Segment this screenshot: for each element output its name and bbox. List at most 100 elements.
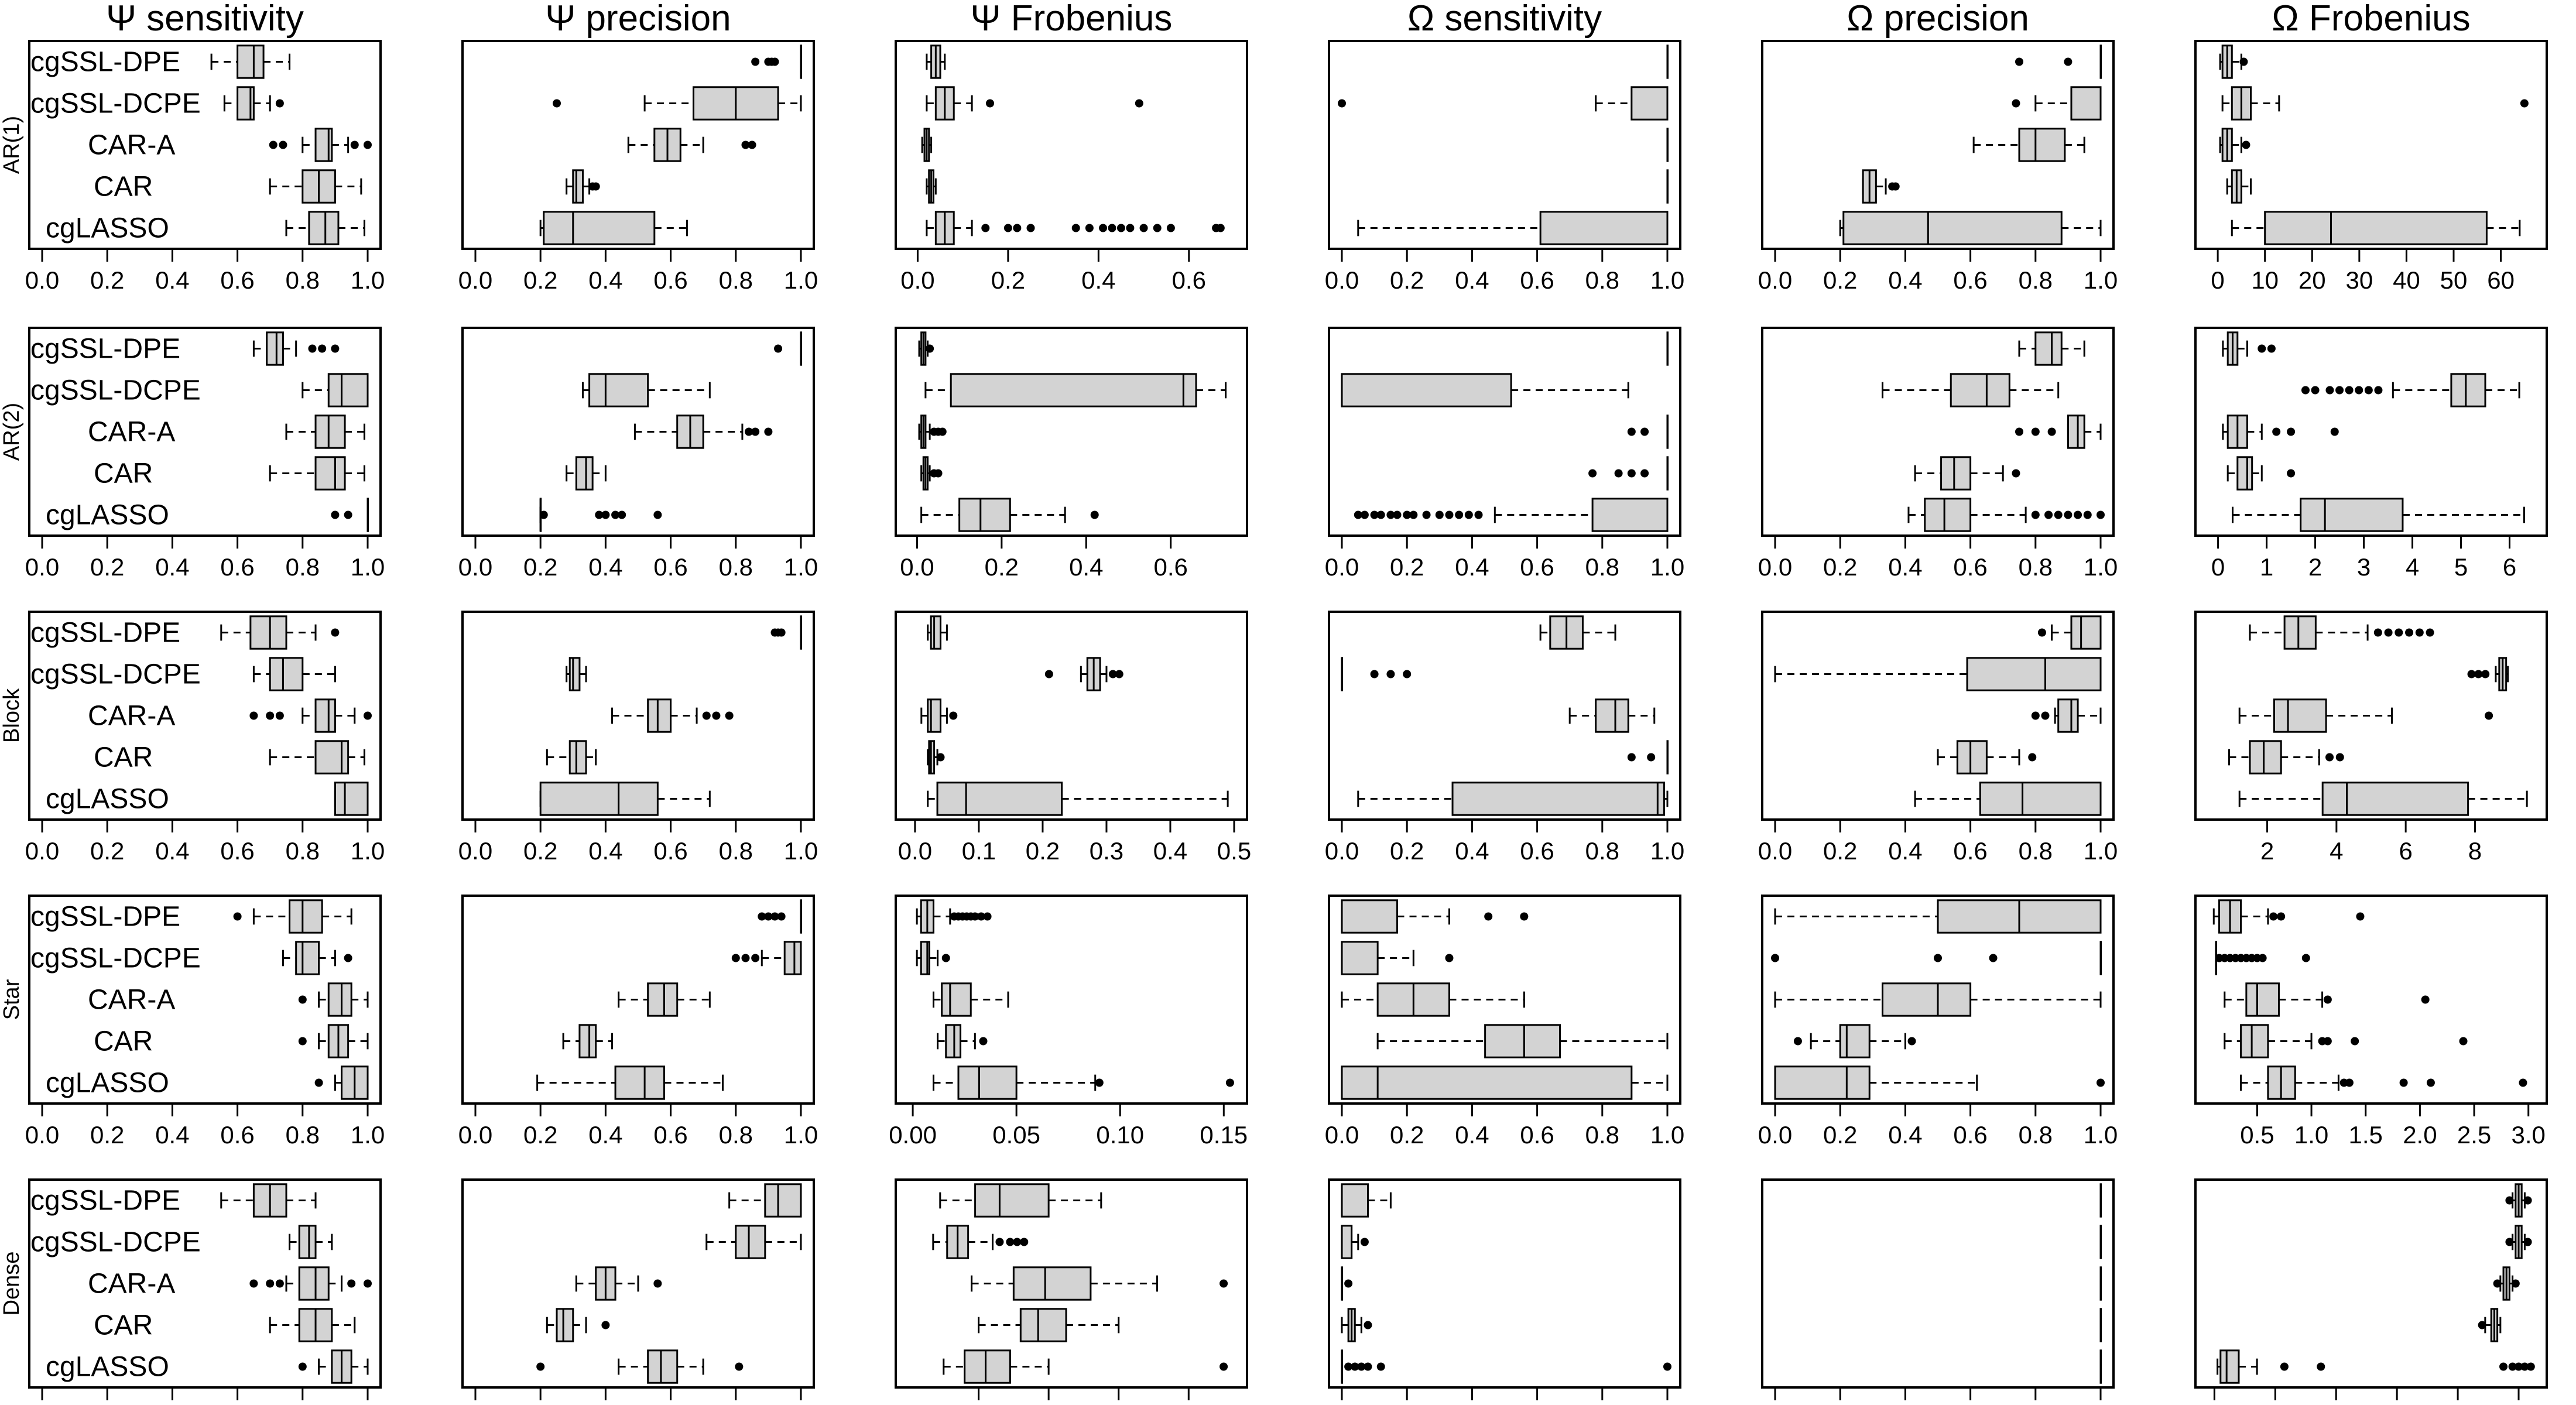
outlier-point — [2277, 912, 2286, 921]
outlier-point — [1464, 510, 1473, 519]
outlier-point — [1474, 510, 1483, 519]
outlier-point — [2242, 140, 2250, 149]
outlier-point — [2523, 1238, 2532, 1246]
box-iqr — [945, 1024, 962, 1058]
box-iqr — [2283, 615, 2317, 650]
outlier-point — [1376, 1362, 1385, 1371]
box-cgssl-dpe — [2037, 615, 2102, 650]
box-cgssl-dcpe — [705, 1225, 802, 1259]
box-cglasso — [539, 498, 662, 532]
x-tick-label: 6 — [2399, 837, 2412, 865]
x-tick-label: 1.0 — [351, 553, 385, 581]
outlier-point — [2097, 1078, 2105, 1087]
x-tick-label: 40 — [2393, 266, 2420, 294]
x-tick-label: 0.4 — [155, 1121, 189, 1149]
outlier-point — [702, 711, 711, 720]
box-cgssl-dcpe: cgSSL-DCPE — [30, 86, 284, 121]
outlier-point — [2426, 628, 2434, 637]
column-title: Ψ precision — [545, 0, 731, 39]
outlier-point — [618, 510, 626, 519]
box-car — [937, 1024, 988, 1058]
outlier-point — [275, 1279, 284, 1288]
box-iqr — [957, 1065, 1018, 1100]
outlier-point — [2047, 427, 2056, 436]
panel-frame — [895, 327, 1248, 537]
box-cgssl-dpe — [751, 44, 802, 79]
x-tick-label: 0.6 — [1520, 266, 1554, 294]
box-iqr — [614, 1065, 665, 1100]
box-car-a — [918, 414, 947, 449]
outlier-point — [601, 1321, 610, 1329]
outlier-point — [2467, 670, 2476, 678]
box-cgssl-dpe — [2015, 44, 2102, 79]
outlier-point — [1370, 670, 1379, 678]
box-iqr — [1341, 1225, 1353, 1259]
box-iqr — [2245, 982, 2280, 1017]
outlier-point — [983, 912, 992, 921]
outlier-point — [2395, 628, 2403, 637]
boxplot-panel: 0.0 0.2 0.4 0.6 0.8 1.0 — [458, 611, 818, 865]
box-iqr — [327, 373, 369, 407]
box-iqr — [930, 615, 942, 650]
box-iqr — [314, 740, 350, 775]
outlier-point — [249, 1279, 258, 1288]
x-tick-label: 0.0 — [1325, 1121, 1359, 1149]
x-tick-label: 0.2 — [1390, 1121, 1424, 1149]
outlier-point — [1907, 1037, 1916, 1046]
box-cgssl-dpe — [1341, 899, 1529, 934]
boxplot-panel: 0.0 0.2 0.4 0.6 0.8 1.0 — [1325, 327, 1684, 581]
box-cgssl-dcpe: cgSSL-DCPE — [30, 657, 336, 691]
box-iqr — [295, 941, 320, 975]
box-cgssl-dpe — [758, 899, 802, 934]
outlier-point — [2323, 1037, 2332, 1046]
box-iqr — [2034, 331, 2063, 366]
box-iqr — [2273, 698, 2327, 733]
boxplot-panel: 0.0 0.2 0.4 0.6 0.8 1.0 — [1325, 40, 1684, 294]
box-iqr — [298, 1266, 330, 1301]
x-tick-label: 0.4 — [155, 837, 189, 865]
box-car — [546, 740, 597, 775]
method-label: cgLASSO — [46, 500, 169, 531]
outlier-point — [2356, 912, 2365, 921]
x-tick-label: 0.6 — [1953, 1121, 1987, 1149]
outlier-point — [2083, 510, 2092, 519]
outlier-point — [934, 469, 943, 478]
panel-frame — [2194, 40, 2548, 250]
outlier-point — [926, 344, 934, 353]
box-car-a — [1341, 982, 1525, 1017]
box-iqr — [2300, 498, 2404, 532]
box-cgssl-dcpe — [1341, 941, 1454, 975]
outlier-point — [314, 1078, 323, 1087]
row-label: AR(2) — [0, 403, 24, 461]
outlier-point — [741, 140, 750, 149]
box-cgssl-dpe — [2222, 331, 2276, 366]
outlier-point — [770, 57, 779, 66]
outlier-point — [2317, 1362, 2325, 1371]
box-iqr — [2219, 1349, 2240, 1384]
box-car — [2226, 169, 2252, 204]
box-iqr — [2236, 456, 2253, 491]
outlier-point — [1108, 670, 1117, 678]
x-tick-label: 0.8 — [719, 1121, 753, 1149]
outlier-point — [2405, 628, 2414, 637]
x-tick-label: 0.6 — [653, 1121, 687, 1149]
x-tick-label: 1.0 — [2084, 266, 2118, 294]
outlier-point — [2345, 386, 2354, 395]
x-tick-label: 0.0 — [458, 1121, 492, 1149]
method-label: CAR — [94, 742, 153, 773]
outlier-point — [938, 427, 947, 436]
outlier-point — [1216, 224, 1225, 232]
boxplot-panel: 0.0 0.2 0.4 0.6 0.8 1.0 — [458, 327, 818, 581]
outlier-point — [2515, 1362, 2523, 1371]
outlier-point — [1386, 510, 1395, 519]
x-tick-label: 0.2 — [985, 553, 1019, 581]
box-cgssl-dcpe — [731, 941, 802, 975]
x-tick-label: 0.8 — [2019, 266, 2053, 294]
outlier-point — [275, 711, 284, 720]
box-iqr — [1950, 373, 2010, 407]
box-iqr — [941, 982, 972, 1017]
x-tick-label: 0.15 — [1200, 1121, 1248, 1149]
boxplot-panel: 0.00 0.05 0.10 0.15 — [889, 895, 1248, 1149]
outlier-point — [298, 1037, 307, 1046]
x-tick-label: 0.6 — [1953, 837, 1987, 865]
